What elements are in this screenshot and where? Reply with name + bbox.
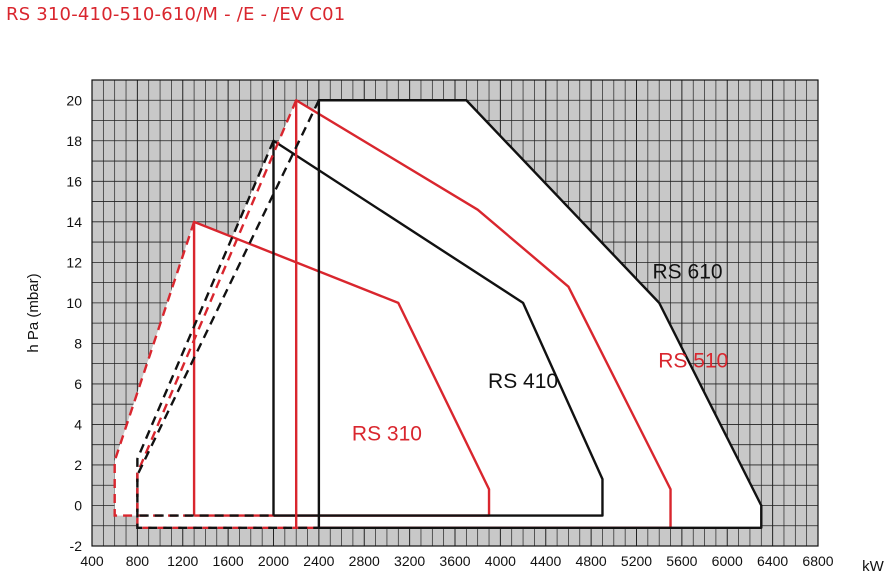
x-tick-label: 6000 bbox=[712, 553, 743, 569]
x-tick-label: 3200 bbox=[394, 553, 425, 569]
y-tick-label: 14 bbox=[66, 214, 82, 230]
x-tick-label: 2000 bbox=[258, 553, 289, 569]
x-tick-label: 5200 bbox=[621, 553, 652, 569]
y-tick-label: -2 bbox=[70, 538, 83, 554]
series-label-rs-610: RS 610 bbox=[653, 261, 723, 284]
y-tick-label: 16 bbox=[66, 173, 82, 189]
series-dashed-line-rs-310 bbox=[113, 221, 196, 517]
series-label-rs-410: RS 410 bbox=[488, 370, 558, 393]
plot-frame bbox=[91, 79, 819, 547]
x-tick-label: 3600 bbox=[439, 553, 470, 569]
series-label-rs-310: RS 310 bbox=[352, 423, 422, 446]
y-tick-label: 12 bbox=[66, 254, 82, 270]
y-tick-label: 4 bbox=[74, 416, 82, 432]
series-label-rs-510: RS 510 bbox=[658, 350, 728, 373]
x-tick-label: 5600 bbox=[666, 553, 697, 569]
x-axis-label: kW bbox=[862, 558, 885, 575]
x-tick-label: 4000 bbox=[485, 553, 516, 569]
series-line-rs-410 bbox=[272, 139, 604, 517]
x-tick-label: 1600 bbox=[213, 553, 244, 569]
y-tick-label: 20 bbox=[66, 92, 82, 108]
envelope-area-rs-610 bbox=[318, 100, 762, 528]
x-tick-label: 1200 bbox=[167, 553, 198, 569]
y-tick-label: 8 bbox=[74, 335, 82, 351]
x-tick-label: 2800 bbox=[349, 553, 380, 569]
series-dashed-line-rs-610 bbox=[136, 99, 320, 529]
x-tick-label: 800 bbox=[126, 553, 150, 569]
x-tick-label: 6400 bbox=[757, 553, 788, 569]
y-tick-label: 10 bbox=[66, 295, 82, 311]
y-tick-label: 6 bbox=[74, 376, 82, 392]
x-tick-label: 400 bbox=[80, 553, 104, 569]
y-tick-label: 18 bbox=[66, 133, 82, 149]
series-dashed-line-rs-410 bbox=[136, 140, 275, 517]
series-dashed-line-rs-510 bbox=[136, 99, 298, 529]
y-axis-label: h Pa (mbar) bbox=[25, 273, 42, 352]
chart-title: RS 310-410-510-610/M - /E - /EV C01 bbox=[6, 4, 346, 25]
x-tick-label: 6800 bbox=[802, 553, 833, 569]
y-tick-label: 2 bbox=[74, 457, 82, 473]
x-tick-label: 4400 bbox=[530, 553, 561, 569]
x-tick-label: 2400 bbox=[303, 553, 334, 569]
x-tick-label: 4800 bbox=[576, 553, 607, 569]
y-tick-label: 0 bbox=[74, 497, 82, 513]
